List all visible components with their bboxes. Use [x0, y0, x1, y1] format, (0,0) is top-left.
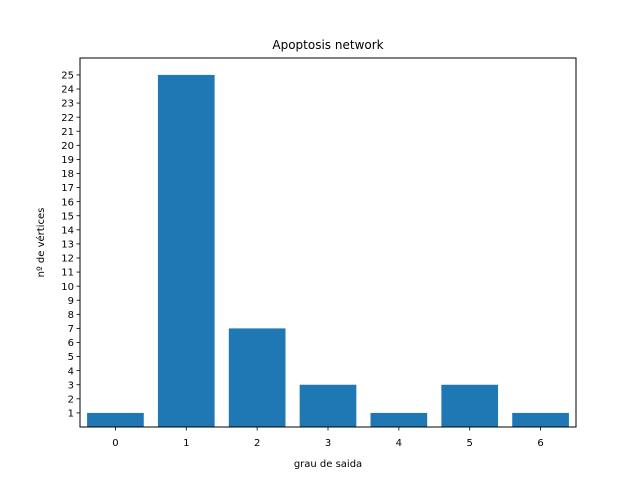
y-tick-label: 23 — [61, 99, 74, 110]
plot-area-frame — [79, 57, 577, 428]
bar-5 — [441, 384, 499, 427]
bar-3 — [299, 384, 357, 427]
x-tick-label: 0 — [112, 438, 118, 449]
y-tick-label: 12 — [61, 254, 74, 265]
y-tick-label: 7 — [68, 324, 74, 335]
chart-title: Apoptosis network — [272, 38, 383, 52]
x-axis-label: grau de saida — [294, 459, 362, 470]
y-tick-label: 3 — [68, 380, 74, 391]
y-tick-label: 18 — [61, 169, 74, 180]
y-tick-label: 17 — [61, 183, 74, 194]
y-tick-label: 24 — [61, 85, 74, 96]
x-tick-label: 4 — [396, 438, 402, 449]
y-tick-label: 8 — [68, 310, 74, 321]
y-tick-label: 5 — [68, 352, 74, 363]
y-tick-label: 25 — [61, 71, 74, 82]
y-tick-label: 19 — [61, 155, 74, 166]
y-tick-label: 14 — [61, 225, 74, 236]
y-tick-label: 15 — [61, 211, 74, 222]
y-tick-label: 11 — [61, 268, 74, 279]
x-tick-label: 3 — [325, 438, 331, 449]
y-tick-label: 13 — [61, 240, 74, 251]
bar-6 — [512, 412, 569, 427]
y-tick-label: 9 — [68, 296, 74, 307]
y-tick-label: 16 — [61, 197, 74, 208]
y-tick-label: 10 — [61, 282, 74, 293]
x-axis-ticks: 0 1 2 3 4 5 6 — [112, 427, 544, 449]
y-tick-label: 20 — [61, 141, 74, 152]
y-axis-ticks: 1234567891011121314151617181920212223242… — [61, 71, 80, 420]
x-tick-label: 6 — [537, 438, 543, 449]
x-tick-label: 5 — [467, 438, 473, 449]
y-tick-label: 21 — [61, 127, 74, 138]
y-tick-label: 22 — [61, 113, 74, 124]
x-tick-label: 1 — [183, 438, 189, 449]
bar-4 — [370, 412, 428, 427]
y-tick-label: 2 — [68, 394, 74, 405]
y-tick-label: 6 — [68, 338, 74, 349]
y-tick-label: 1 — [68, 409, 74, 420]
x-tick-label: 2 — [254, 438, 260, 449]
y-axis-label: nº de vértices — [35, 208, 47, 278]
bar-0 — [87, 412, 144, 427]
y-tick-label: 4 — [68, 366, 74, 377]
bar-2 — [228, 328, 286, 427]
bar-1 — [157, 74, 215, 428]
bars — [87, 74, 569, 428]
